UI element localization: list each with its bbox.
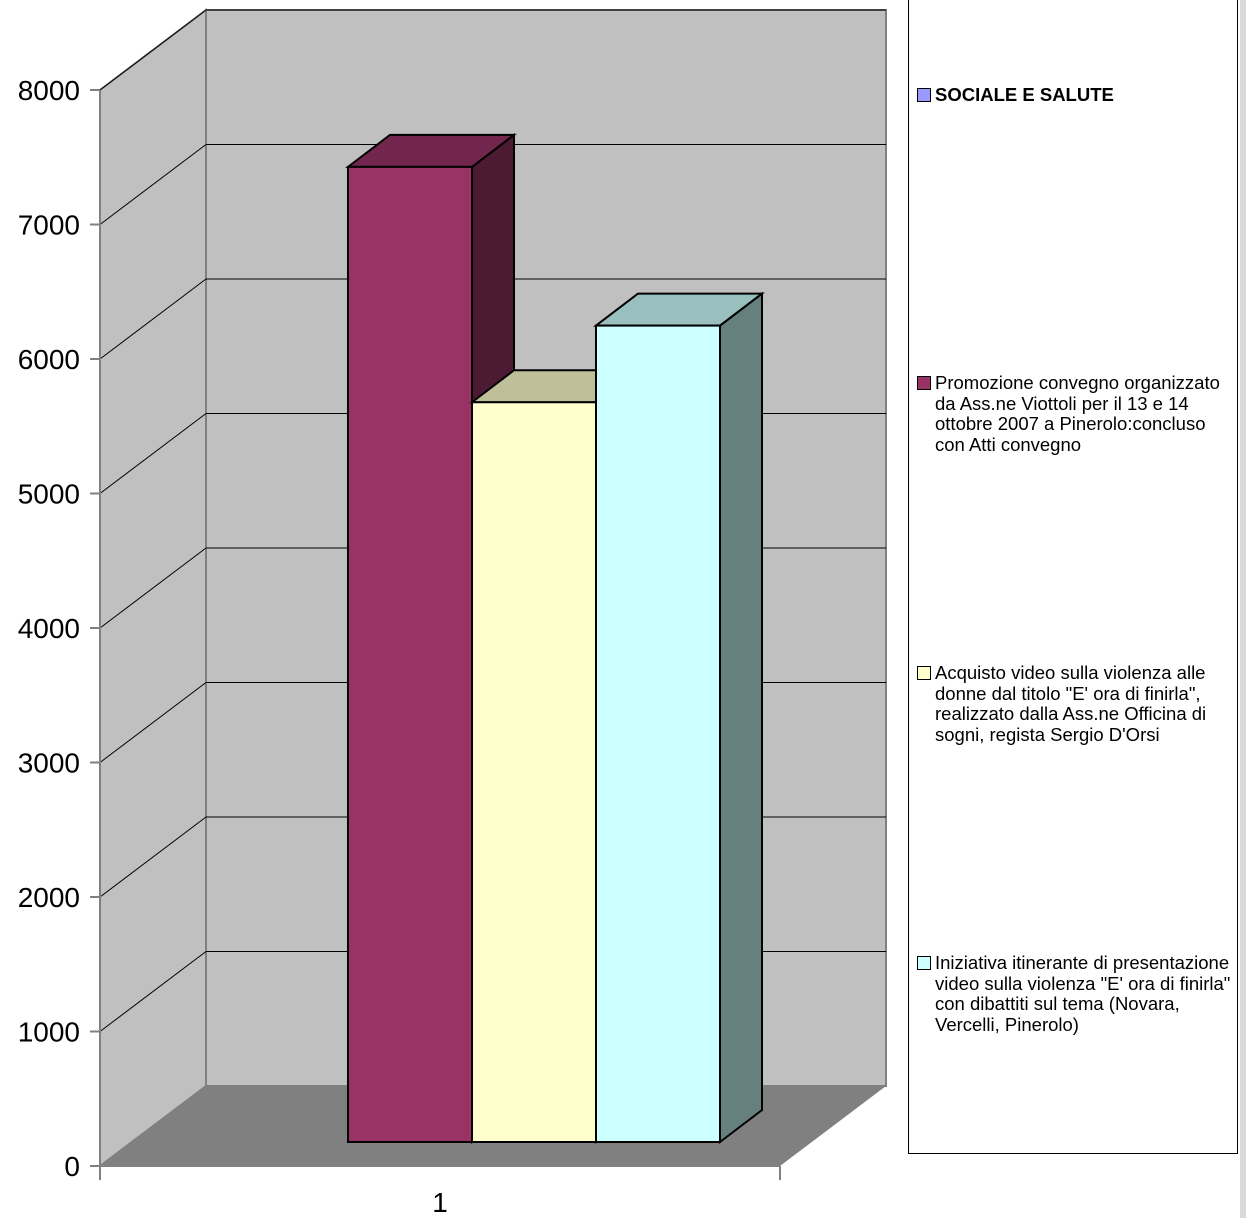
- gridline-side: [99, 547, 207, 629]
- gridline-side: [99, 278, 207, 360]
- gridline-side: [99, 682, 207, 763]
- y-tick-label: 5000: [18, 479, 80, 510]
- gridline-side: [99, 816, 207, 898]
- y-tick-label: 6000: [18, 344, 80, 375]
- legend-item-iniziativa-itinerante: Iniziativa itinerante di presentazione v…: [917, 952, 1232, 1035]
- legend-label-acquisto-video: Acquisto video sulla violenza alle donne…: [935, 662, 1207, 745]
- x-tick-label: 1: [432, 1187, 448, 1218]
- y-tick-label: 7000: [18, 210, 80, 241]
- y-tick-label: 0: [64, 1151, 80, 1182]
- y-tick-label: 3000: [18, 748, 80, 779]
- gridline-side: [99, 144, 207, 225]
- y-axis-ticks: 0 1000 2000 3000 4000 5000 6000 7000 8000: [18, 75, 100, 1182]
- legend-swatch-acquisto-video: [917, 666, 931, 680]
- bar-side-face: [719, 291, 763, 1145]
- y-tick-label: 4000: [18, 613, 80, 644]
- bar-front-face: [347, 165, 473, 1143]
- bar-chart: 0 1000 2000 3000 4000 5000 6000 7000 8000 1: [18, 7, 887, 1218]
- legend-label-promozione-convegno: Promozione convegno organizzato da Ass.n…: [935, 372, 1220, 455]
- bar-3: [593, 291, 765, 1145]
- bar-front-face: [595, 324, 721, 1143]
- legend-swatch-iniziativa-itinerante: [917, 956, 931, 970]
- window-edge: [1240, 0, 1246, 1218]
- y-tick-label: 8000: [18, 75, 80, 106]
- gridline-side: [99, 951, 207, 1032]
- legend-swatch-sociale-e-salute: [917, 88, 931, 102]
- gridline-side: [99, 413, 207, 494]
- bars: [345, 132, 765, 1145]
- legend-label-iniziativa-itinerante: Iniziativa itinerante di presentazione v…: [935, 952, 1231, 1035]
- y-tick-label: 2000: [18, 882, 80, 913]
- legend-label-sociale-e-salute: SOCIALE E SALUTE: [935, 84, 1114, 105]
- legend-item-promozione-convegno: Promozione convegno organizzato da Ass.n…: [917, 372, 1232, 455]
- y-tick-label: 1000: [18, 1017, 80, 1048]
- legend-item-acquisto-video: Acquisto video sulla violenza alle donne…: [917, 662, 1232, 745]
- gridline-side: [99, 9, 207, 91]
- legend: SOCIALE E SALUTE Promozione convegno org…: [908, 0, 1238, 1154]
- legend-swatch-promozione-convegno: [917, 376, 931, 390]
- bar-front-face: [471, 401, 597, 1143]
- legend-item-sociale-e-salute: SOCIALE E SALUTE: [917, 84, 1232, 106]
